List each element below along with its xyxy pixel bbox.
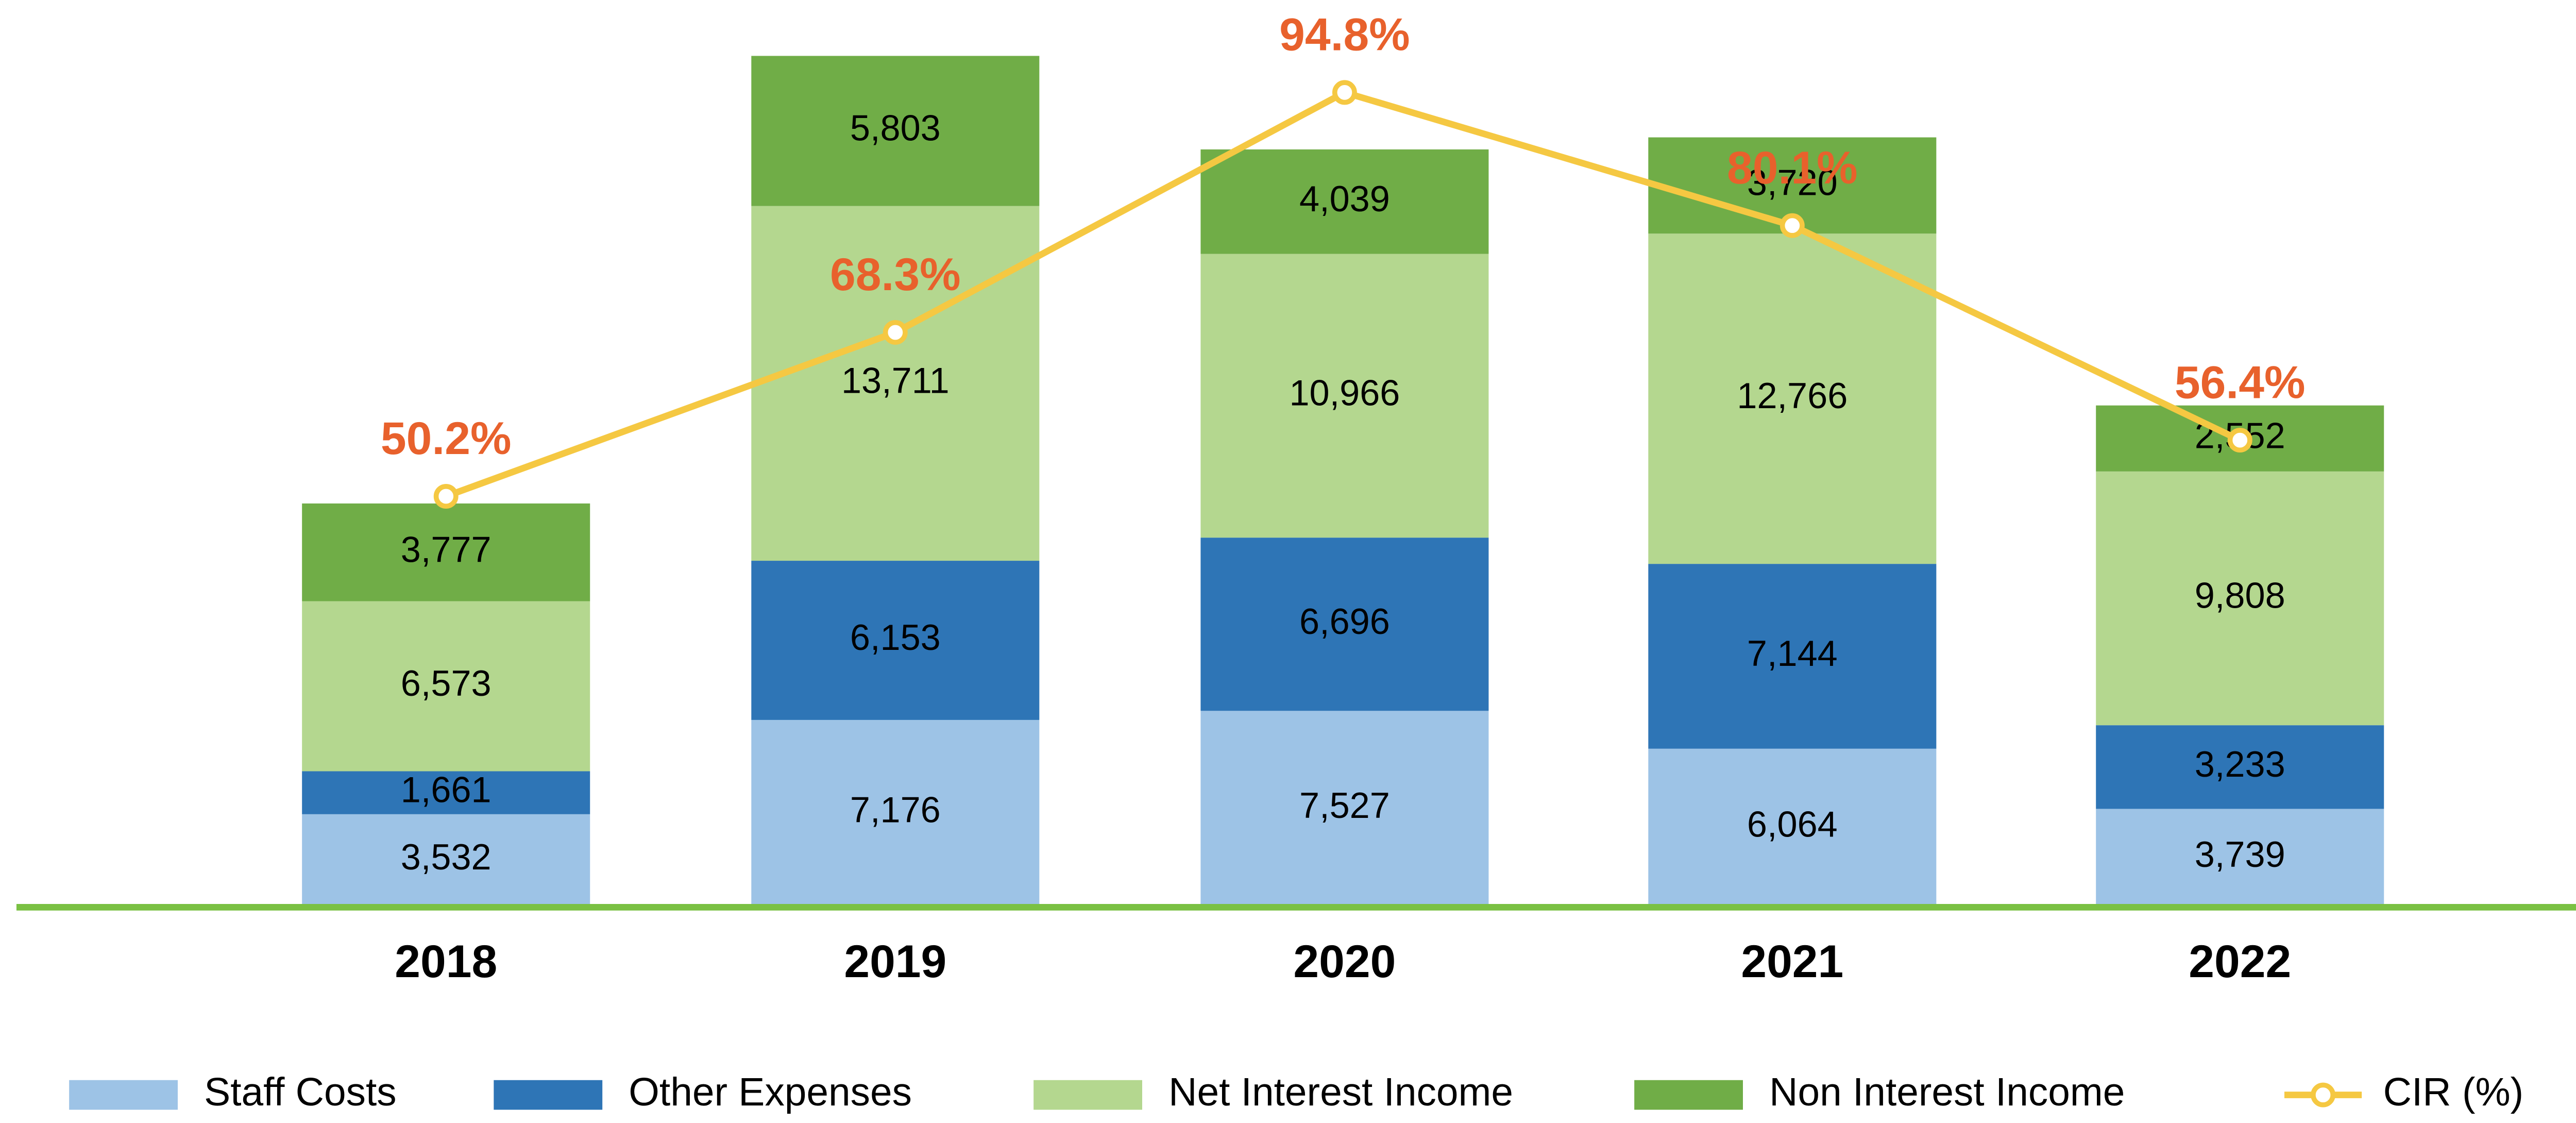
value-label: 13,711 xyxy=(841,360,950,400)
bar-segment xyxy=(1200,254,1489,538)
bar-segment xyxy=(302,771,590,814)
bar-segment xyxy=(1200,711,1489,906)
value-label: 7,527 xyxy=(1299,785,1390,826)
bar-segment xyxy=(1200,149,1489,254)
cir-marker xyxy=(433,484,459,509)
legend-label: Non Interest Income xyxy=(1769,1070,2125,1114)
bar-segment xyxy=(2096,725,2384,809)
bar-segment xyxy=(302,503,590,601)
bar-segment xyxy=(302,814,590,906)
value-label: 10,966 xyxy=(1289,372,1400,413)
value-label: 1,661 xyxy=(401,769,492,810)
value-label: 5,803 xyxy=(850,108,941,148)
value-label: 12,766 xyxy=(1737,375,1848,416)
value-label: 4,039 xyxy=(1299,178,1390,219)
bar-segment xyxy=(2096,471,2384,726)
x-tick-label: 2019 xyxy=(844,935,946,987)
cir-marker xyxy=(1332,80,1357,105)
value-label: 3,233 xyxy=(2195,744,2285,784)
cir-marker xyxy=(2227,428,2252,453)
bar-segment xyxy=(751,719,1040,906)
bar-segment xyxy=(751,56,1040,206)
bar-segment xyxy=(2096,809,2384,906)
x-tick-label: 2022 xyxy=(2189,935,2291,987)
value-label: 7,176 xyxy=(850,790,941,830)
bar-segment xyxy=(751,561,1040,720)
value-label: 3,532 xyxy=(401,836,492,877)
cir-label: 94.8% xyxy=(1279,9,1410,60)
value-label: 7,144 xyxy=(1747,633,1838,674)
x-tick-label: 2018 xyxy=(395,935,497,987)
bar-segment xyxy=(1648,564,1937,749)
cir-marker xyxy=(883,320,908,345)
cir-marker xyxy=(1780,213,1805,238)
bar-segment xyxy=(751,206,1040,561)
cir-label: 68.3% xyxy=(830,248,961,300)
value-label: 3,777 xyxy=(401,529,492,569)
value-label: 6,153 xyxy=(850,617,941,658)
cir-label: 56.4% xyxy=(2175,356,2306,408)
value-label: 3,720 xyxy=(1747,162,1838,203)
x-tick-label: 2020 xyxy=(1293,935,1396,987)
legend-label: Staff Costs xyxy=(204,1070,397,1114)
value-label: 3,739 xyxy=(2195,834,2285,875)
legend-marker xyxy=(2311,1082,2336,1108)
value-label: 6,696 xyxy=(1299,601,1390,642)
value-label: 6,064 xyxy=(1747,804,1838,845)
bar-segment xyxy=(1648,233,1937,564)
bar-segment xyxy=(302,601,590,772)
bar-segment xyxy=(1648,748,1937,906)
legend-swatch xyxy=(494,1080,603,1110)
bar-segment xyxy=(1200,538,1489,711)
cir-label: 50.2% xyxy=(381,412,512,464)
cir-label: 80.1% xyxy=(1727,142,1858,193)
value-label: 6,573 xyxy=(401,663,492,703)
legend-label: Net Interest Income xyxy=(1168,1070,1513,1114)
x-tick-label: 2021 xyxy=(1741,935,1843,987)
value-label: 9,808 xyxy=(2195,575,2285,616)
legend-swatch xyxy=(1033,1080,1142,1110)
legend-swatch xyxy=(69,1080,178,1110)
legend-label: Other Expenses xyxy=(629,1070,912,1114)
legend-label: CIR (%) xyxy=(2383,1070,2524,1114)
legend-swatch xyxy=(1634,1080,1743,1110)
